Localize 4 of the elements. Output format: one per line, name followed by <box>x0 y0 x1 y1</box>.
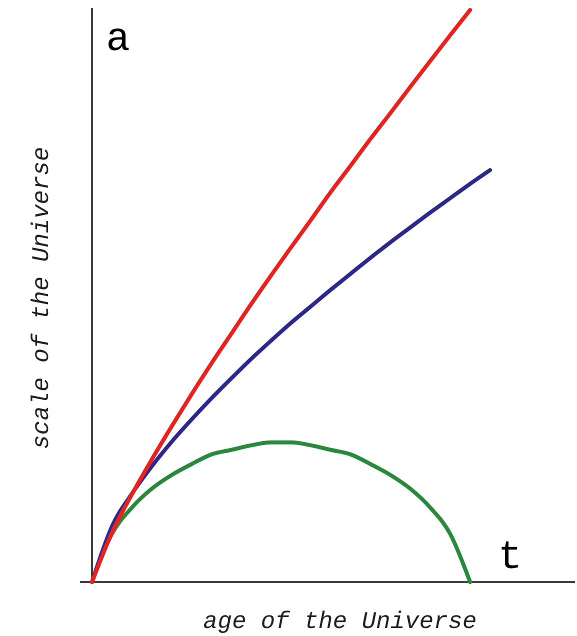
x-axis-title: age of the Universe <box>203 609 477 636</box>
annotation: t <box>498 536 522 581</box>
annotation: a <box>106 18 130 63</box>
y-axis-title: scale of the Universe <box>29 146 56 450</box>
